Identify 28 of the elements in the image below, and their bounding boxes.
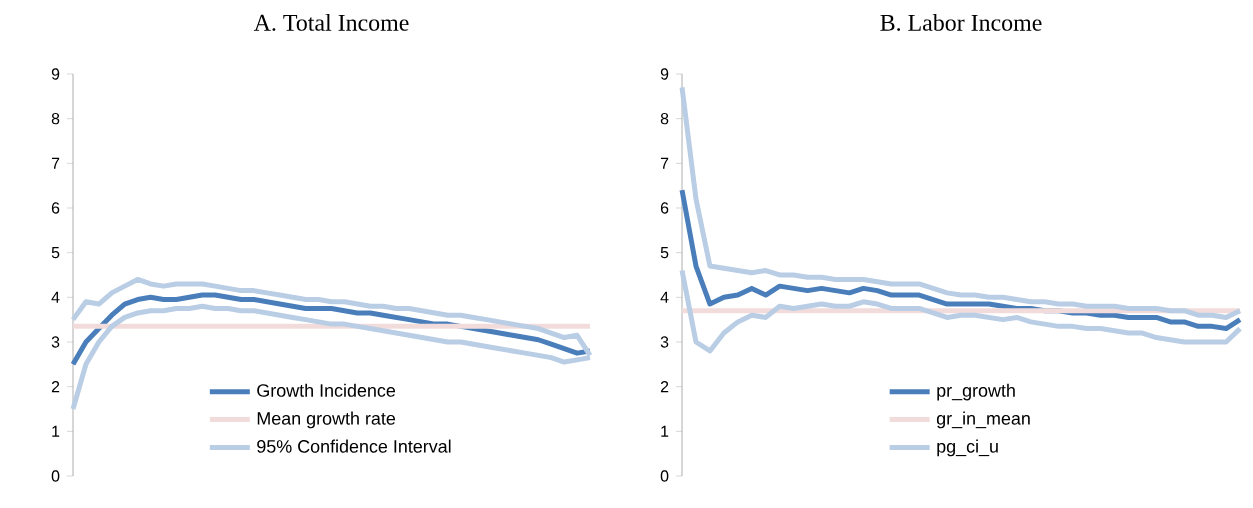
y-tick-label: 2 — [660, 381, 669, 393]
legend-label: Mean growth rate — [257, 411, 396, 429]
y-tick-label: 2 — [51, 381, 60, 393]
y-tick-label: 3 — [660, 336, 669, 348]
y-tick-label: 9 — [660, 68, 669, 80]
legend-label: pr_growth — [937, 383, 1015, 401]
y-tick-label: 6 — [51, 202, 60, 214]
y-tick-label: 8 — [51, 113, 60, 125]
y-tick-label: 3 — [51, 336, 60, 348]
legend-label: pg_ci_u — [937, 439, 998, 457]
y-tick-label: 7 — [660, 157, 669, 169]
y-tick-label: 4 — [51, 291, 60, 303]
y-tick-label: 1 — [52, 425, 60, 437]
y-tick-label: 5 — [660, 247, 669, 259]
y-tick-label: 9 — [51, 68, 60, 80]
y-tick-label: 4 — [660, 291, 669, 303]
y-tick-label: 0 — [660, 470, 669, 482]
legend-label: Growth Incidence — [257, 383, 396, 397]
y-tick-label: 0 — [51, 470, 60, 482]
legend-label: gr_in_mean — [936, 411, 1030, 429]
y-tick-label: 5 — [51, 247, 60, 259]
y-tick-label: 7 — [51, 157, 60, 169]
chart-title: A. Total Income — [253, 14, 409, 31]
y-tick-label: 1 — [661, 425, 669, 437]
legend-label: 95% Confidence Interval — [257, 439, 451, 453]
y-tick-label: 6 — [660, 202, 669, 214]
chart-title: B. Labor Income — [880, 14, 1042, 31]
y-tick-label: 8 — [660, 113, 669, 125]
